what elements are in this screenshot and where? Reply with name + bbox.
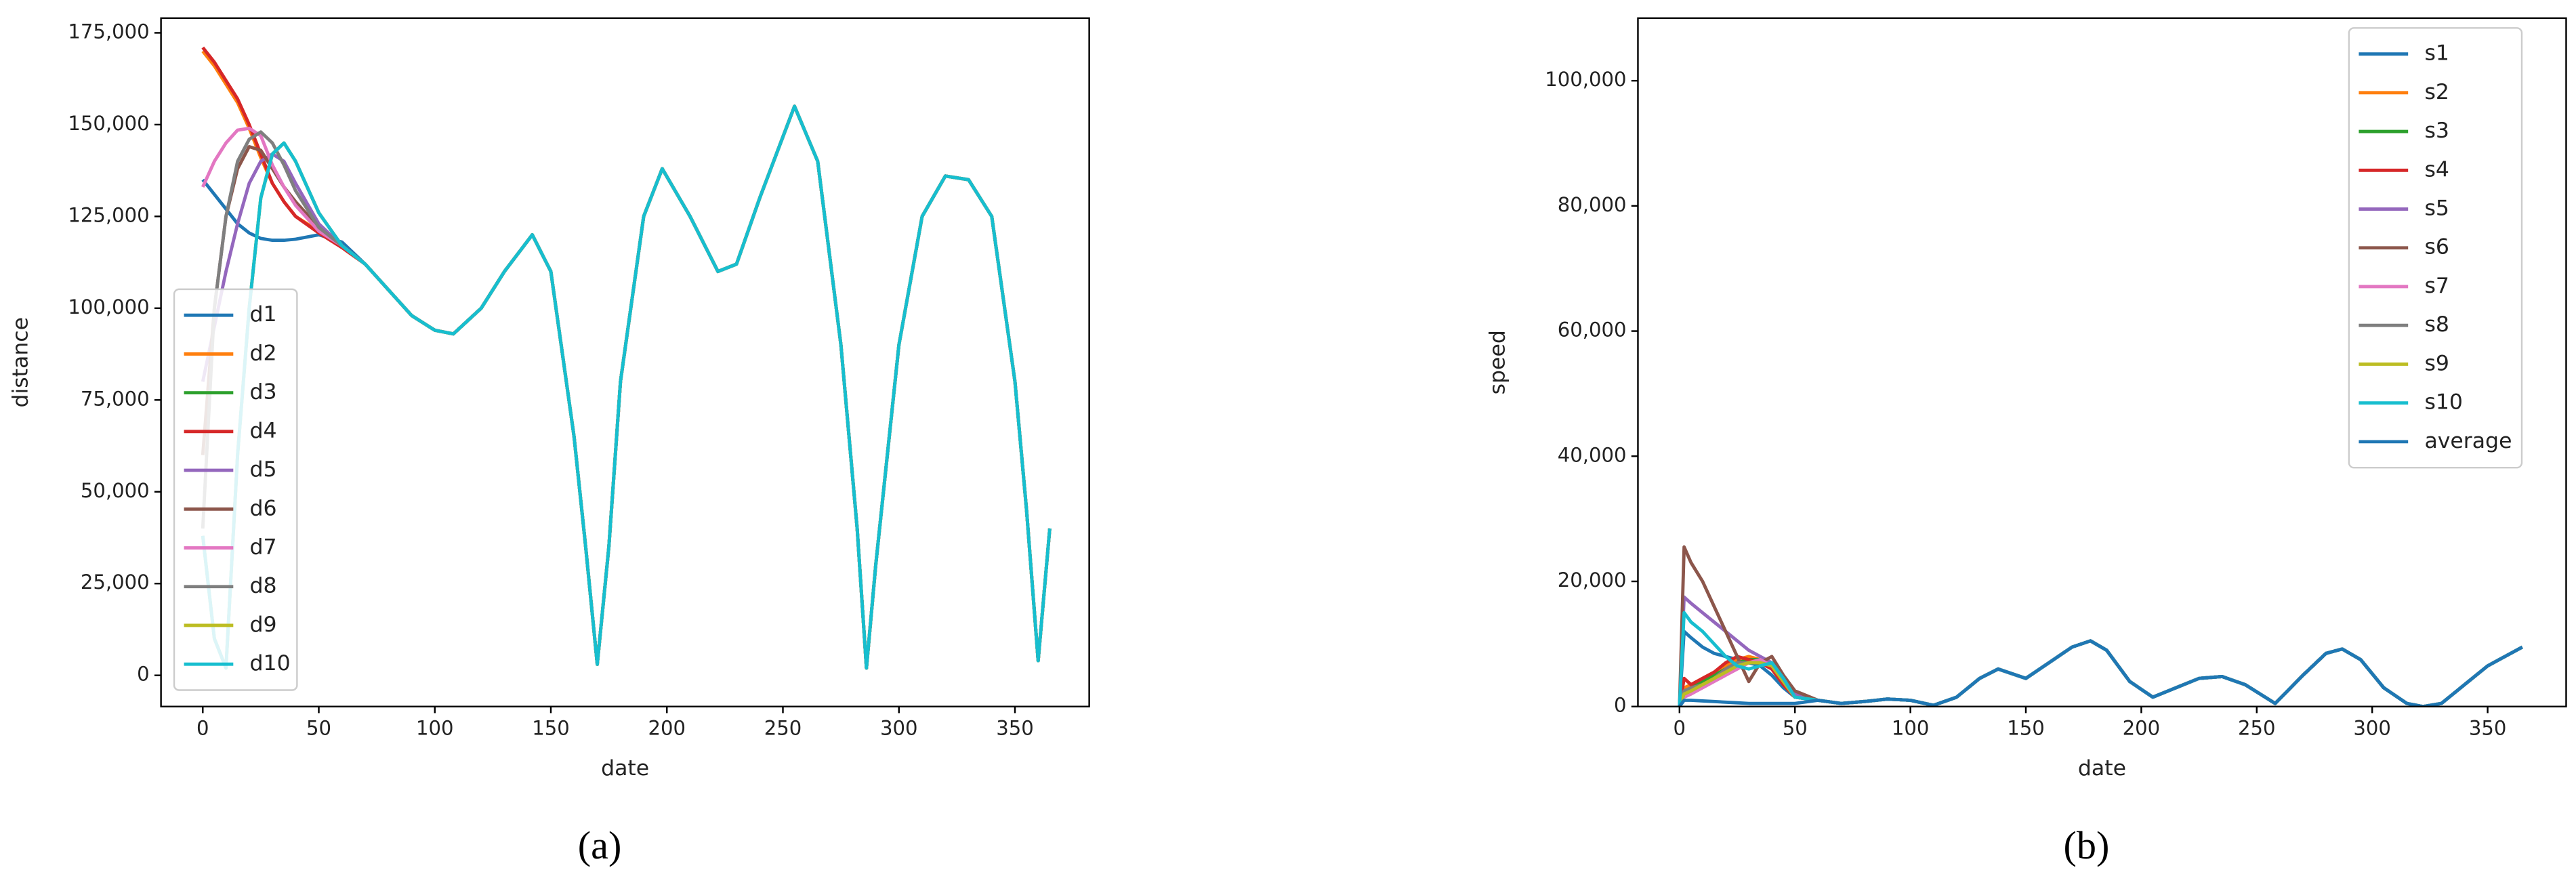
series-line [201, 104, 1052, 670]
y-tick-label: 150,000 [68, 112, 149, 135]
y-tick-label: 60,000 [1558, 318, 1627, 342]
y-tick-label: 75,000 [81, 387, 150, 410]
series-line [201, 104, 1052, 670]
series-line [1678, 639, 2523, 707]
y-tick-label: 100,000 [68, 295, 149, 318]
y-tick-label: 0 [1614, 694, 1627, 717]
x-tick-label: 100 [1892, 717, 1930, 740]
x-tick-label: 250 [2238, 717, 2276, 740]
y-tick-label: 20,000 [1558, 568, 1627, 592]
series-line [201, 104, 1052, 670]
caption: (a) [578, 823, 622, 867]
x-tick-label: 350 [2469, 717, 2507, 740]
x-tick-label: 350 [996, 717, 1034, 740]
series-line [201, 50, 1052, 670]
legend-label: average [2424, 429, 2512, 453]
legend-label: d9 [250, 613, 277, 637]
legend-label: s1 [2424, 41, 2449, 66]
x-tick-label: 150 [2007, 717, 2045, 740]
series-line [201, 104, 1052, 670]
legend-box [173, 288, 298, 691]
legend-label: d3 [250, 380, 277, 405]
x-tick-label: 300 [2353, 717, 2391, 740]
x-tick-label: 100 [416, 717, 454, 740]
series-line [1678, 595, 2523, 707]
x-axis-label: date [601, 756, 649, 781]
y-tick-label: 50,000 [81, 479, 150, 502]
series-line [201, 46, 1052, 670]
legend-label: s3 [2424, 119, 2449, 143]
y-axis-label: distance [9, 317, 33, 408]
caption: (b) [2063, 823, 2109, 867]
x-tick-label: 50 [306, 717, 331, 740]
x-tick-label: 300 [880, 717, 918, 740]
series-line [201, 104, 1052, 670]
y-tick-label: 175,000 [68, 20, 149, 43]
legend-label: s9 [2424, 351, 2449, 375]
legend-label: d7 [250, 535, 277, 560]
y-axis-label: speed [1485, 330, 1510, 394]
legend-label: d6 [250, 496, 277, 520]
y-tick-label: 25,000 [81, 571, 150, 594]
y-tick-label: 40,000 [1558, 443, 1627, 466]
x-axis-label: date [2078, 756, 2126, 781]
plot-frame [160, 17, 1090, 707]
x-tick-label: 200 [2123, 717, 2161, 740]
y-tick-label: 125,000 [68, 203, 149, 226]
legend-label: d4 [250, 419, 277, 443]
legend-label: s8 [2424, 312, 2449, 337]
series-line [1678, 545, 2523, 707]
legend-label: d1 [250, 302, 277, 327]
x-tick-label: 50 [1783, 717, 1808, 740]
legend-box [2348, 27, 2523, 469]
legend-label: s5 [2424, 197, 2449, 221]
legend-label: d5 [250, 457, 277, 482]
legend-label: d2 [250, 341, 277, 365]
series-line [1678, 611, 2523, 707]
plot-frame [1637, 17, 2567, 707]
x-tick-label: 0 [196, 717, 209, 740]
series-line [201, 104, 1052, 670]
x-tick-label: 200 [648, 717, 686, 740]
legend-label: d8 [250, 574, 277, 598]
legend-label: s10 [2424, 390, 2463, 415]
x-tick-label: 150 [532, 717, 570, 740]
y-tick-label: 100,000 [1545, 68, 1626, 91]
series-line [201, 104, 1052, 670]
x-tick-label: 250 [764, 717, 802, 740]
y-tick-label: 0 [137, 663, 150, 686]
legend-label: s7 [2424, 274, 2449, 298]
series-line [201, 104, 1052, 670]
x-tick-label: 0 [1674, 717, 1686, 740]
y-tick-label: 80,000 [1558, 193, 1627, 216]
legend-label: s4 [2424, 157, 2449, 182]
legend-label: d10 [250, 651, 291, 676]
legend-label: s2 [2424, 80, 2449, 104]
legend-label: s6 [2424, 235, 2449, 260]
